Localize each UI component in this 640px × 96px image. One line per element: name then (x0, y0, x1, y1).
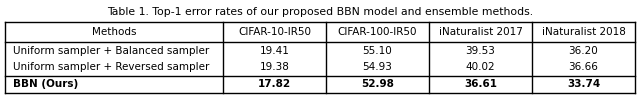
Text: Uniform sampler + Balanced sampler: Uniform sampler + Balanced sampler (13, 46, 209, 56)
Text: 36.20: 36.20 (568, 46, 598, 56)
Text: 19.38: 19.38 (260, 62, 289, 72)
Text: 52.98: 52.98 (361, 79, 394, 89)
Text: 17.82: 17.82 (258, 79, 291, 89)
Text: Uniform sampler + Reversed sampler: Uniform sampler + Reversed sampler (13, 62, 209, 72)
Text: 19.41: 19.41 (260, 46, 289, 56)
Text: CIFAR-100-IR50: CIFAR-100-IR50 (338, 27, 417, 37)
Text: 40.02: 40.02 (466, 62, 495, 72)
Text: 54.93: 54.93 (363, 62, 392, 72)
Text: Methods: Methods (92, 27, 136, 37)
Text: 33.74: 33.74 (567, 79, 600, 89)
Text: iNaturalist 2017: iNaturalist 2017 (438, 27, 522, 37)
Text: CIFAR-10-IR50: CIFAR-10-IR50 (238, 27, 311, 37)
Text: iNaturalist 2018: iNaturalist 2018 (541, 27, 625, 37)
Text: BBN (Ours): BBN (Ours) (13, 79, 78, 89)
Text: 36.66: 36.66 (568, 62, 598, 72)
Text: 55.10: 55.10 (363, 46, 392, 56)
Text: 39.53: 39.53 (465, 46, 495, 56)
Text: 36.61: 36.61 (464, 79, 497, 89)
Text: Table 1. Top-1 error rates of our proposed BBN model and ensemble methods.: Table 1. Top-1 error rates of our propos… (107, 7, 533, 17)
